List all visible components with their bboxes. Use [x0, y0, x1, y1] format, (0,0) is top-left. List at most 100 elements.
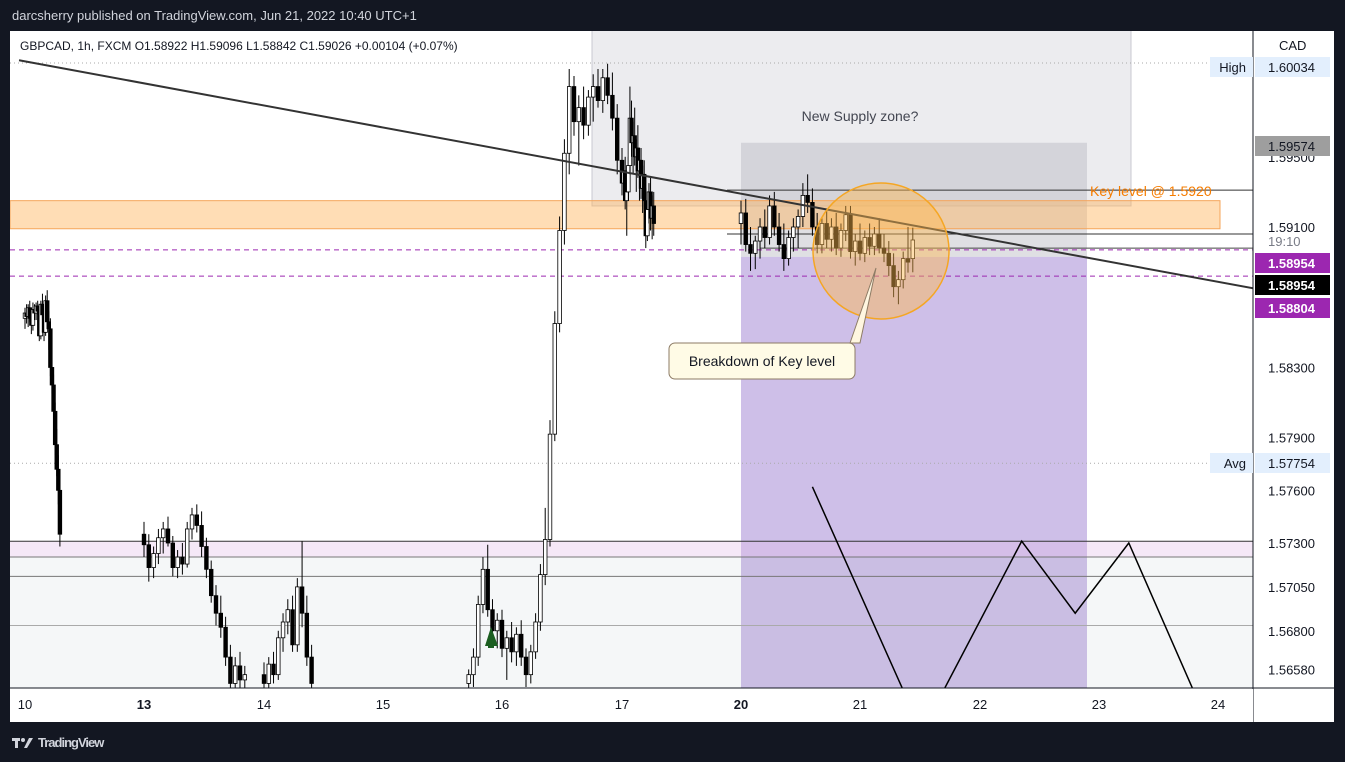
candle[interactable]: [567, 69, 572, 175]
candle[interactable]: [141, 521, 147, 558]
candle[interactable]: [862, 230, 867, 263]
candle[interactable]: [753, 235, 758, 270]
candle[interactable]: [896, 270, 901, 305]
candle[interactable]: [591, 74, 596, 122]
candle[interactable]: [533, 613, 538, 659]
candle[interactable]: [581, 86, 586, 140]
candle[interactable]: [838, 223, 844, 257]
candle[interactable]: [824, 209, 829, 249]
candle[interactable]: [266, 657, 271, 692]
candle[interactable]: [891, 253, 896, 298]
candle[interactable]: [605, 63, 610, 105]
candle[interactable]: [781, 223, 787, 271]
candle[interactable]: [743, 198, 748, 252]
trendline[interactable]: [18, 59, 1254, 290]
candle[interactable]: [485, 544, 490, 617]
candle[interactable]: [552, 311, 557, 442]
candle[interactable]: [738, 200, 744, 245]
candle[interactable]: [886, 241, 891, 277]
candle[interactable]: [271, 651, 276, 684]
candle[interactable]: [528, 644, 533, 684]
candle[interactable]: [543, 507, 548, 586]
candle[interactable]: [276, 630, 281, 680]
candle[interactable]: [480, 557, 486, 614]
candle[interactable]: [519, 620, 524, 666]
candle[interactable]: [786, 230, 791, 266]
candle[interactable]: [475, 595, 481, 666]
candle[interactable]: [237, 651, 243, 692]
candle[interactable]: [299, 541, 305, 628]
key-level-zone[interactable]: [10, 200, 1221, 230]
candle[interactable]: [151, 546, 156, 579]
candle[interactable]: [547, 420, 553, 547]
candle[interactable]: [160, 521, 166, 554]
candle[interactable]: [189, 507, 195, 540]
candle[interactable]: [610, 72, 615, 131]
candle[interactable]: [867, 223, 872, 256]
candle[interactable]: [57, 481, 63, 547]
candle[interactable]: [576, 95, 581, 166]
candle[interactable]: [600, 69, 605, 113]
candle[interactable]: [170, 535, 175, 577]
candle[interactable]: [194, 504, 199, 533]
candle[interactable]: [762, 209, 767, 249]
candle[interactable]: [290, 595, 295, 652]
candle[interactable]: [881, 234, 887, 263]
candle[interactable]: [295, 578, 300, 652]
candle[interactable]: [901, 251, 906, 289]
time-axis[interactable]: [10, 689, 1253, 722]
candle[interactable]: [834, 212, 839, 256]
candle[interactable]: [285, 599, 290, 635]
candle[interactable]: [651, 191, 656, 236]
candle[interactable]: [795, 209, 801, 249]
candle[interactable]: [309, 644, 314, 692]
candle[interactable]: [165, 516, 171, 547]
candle[interactable]: [504, 630, 509, 680]
supply-box-zone[interactable]: [741, 142, 1087, 257]
candle[interactable]: [748, 227, 753, 271]
candle[interactable]: [175, 550, 180, 579]
breakdown-annotation[interactable]: Breakdown of Key level: [689, 353, 835, 369]
candle[interactable]: [523, 648, 529, 687]
candle[interactable]: [180, 543, 185, 575]
callout-box[interactable]: [668, 342, 856, 380]
price-axis[interactable]: [1253, 31, 1334, 722]
candle[interactable]: [223, 616, 228, 666]
candle[interactable]: [261, 662, 267, 692]
candle[interactable]: [213, 585, 219, 626]
candle[interactable]: [905, 227, 911, 273]
candle[interactable]: [304, 595, 310, 666]
candle[interactable]: [471, 648, 476, 687]
target-range-zone[interactable]: [741, 256, 1087, 688]
candle[interactable]: [228, 644, 233, 692]
candle[interactable]: [466, 669, 471, 692]
candle[interactable]: [857, 223, 863, 261]
candle[interactable]: [562, 139, 567, 245]
projection-path[interactable]: [811, 486, 1194, 701]
breakdown-highlight-circle[interactable]: [812, 182, 950, 320]
candle[interactable]: [514, 627, 519, 666]
candle[interactable]: [810, 188, 815, 236]
candle[interactable]: [499, 609, 505, 658]
candle[interactable]: [877, 218, 882, 254]
candle[interactable]: [208, 560, 214, 603]
supply-zone-annotation[interactable]: New Supply zone?: [802, 108, 919, 124]
candle[interactable]: [757, 218, 763, 259]
candle[interactable]: [280, 613, 286, 652]
candle[interactable]: [146, 534, 151, 582]
candle[interactable]: [571, 76, 577, 136]
candle[interactable]: [872, 227, 877, 256]
candle[interactable]: [495, 613, 500, 649]
candle[interactable]: [586, 90, 591, 136]
candle[interactable]: [910, 227, 915, 273]
candle[interactable]: [156, 528, 161, 565]
candle[interactable]: [595, 69, 601, 108]
candle[interactable]: [843, 205, 848, 242]
candle[interactable]: [199, 511, 204, 558]
candle[interactable]: [218, 595, 223, 638]
candle[interactable]: [232, 657, 238, 692]
candle[interactable]: [509, 622, 514, 663]
new-supply-zone[interactable]: [591, 0, 1132, 207]
candle[interactable]: [829, 218, 834, 252]
